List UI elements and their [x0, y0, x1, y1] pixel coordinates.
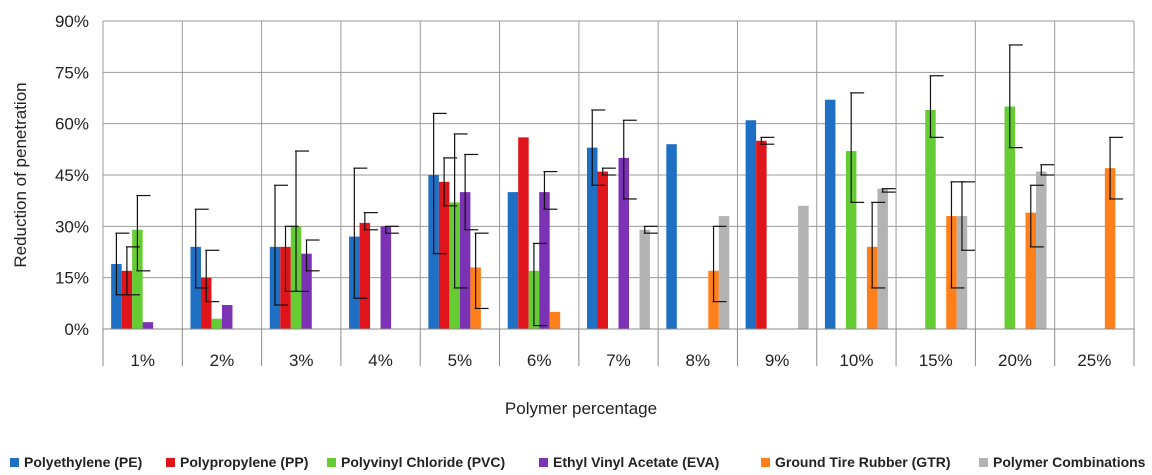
bar	[518, 137, 529, 329]
bar	[666, 144, 677, 329]
bar	[845, 151, 857, 329]
bar	[380, 226, 392, 329]
bar	[597, 171, 608, 329]
legend-swatch	[10, 458, 19, 467]
y-tick-label: 30%	[55, 217, 89, 236]
bar	[639, 229, 650, 329]
bar	[359, 222, 371, 329]
legend-label: Polyethylene (PE)	[24, 454, 142, 470]
bar	[1025, 212, 1037, 329]
bar	[877, 188, 888, 329]
x-tick-label: 2%	[210, 351, 235, 370]
x-tick-label: 5%	[448, 351, 473, 370]
y-tick-label: 45%	[55, 166, 89, 185]
bar	[438, 181, 450, 329]
y-tick-label: 15%	[55, 269, 89, 288]
bar	[200, 277, 212, 329]
bar	[211, 318, 222, 329]
y-tick-label: 0%	[64, 320, 89, 339]
x-tick-label: 15%	[919, 351, 953, 370]
legend-swatch	[761, 458, 770, 467]
bar	[142, 322, 154, 329]
bar	[1104, 168, 1116, 329]
bar	[539, 192, 550, 329]
bar	[798, 205, 809, 329]
y-tick-label: 75%	[55, 63, 89, 82]
axes: 0% 15% 30% 45% 60% 75% 90% 1% 2% 3% 4% 5% 6% 7% 8% 9% 10…	[55, 12, 1135, 370]
x-tick-label: 8%	[686, 351, 711, 370]
x-tick-label: 7%	[606, 351, 631, 370]
x-tick-label: 6%	[527, 351, 552, 370]
legend-label: Ground Tire Rubber (GTR)	[775, 454, 951, 470]
bar	[824, 99, 836, 329]
bar	[956, 216, 968, 329]
legend-swatch	[539, 458, 548, 467]
bar	[1036, 171, 1047, 329]
bar	[587, 147, 598, 329]
bar	[925, 109, 936, 329]
legend-label: Polymer Combinations	[993, 454, 1146, 470]
x-tick-label: 25%	[1077, 351, 1111, 370]
y-tick-label: 90%	[55, 12, 89, 31]
bar	[132, 229, 143, 329]
y-axis-title: Reduction of penetration	[11, 82, 30, 267]
bar	[507, 192, 519, 329]
x-tick-label: 1%	[130, 351, 155, 370]
bar	[221, 305, 233, 329]
x-axis-title: Polymer percentage	[505, 399, 657, 418]
bar	[459, 192, 471, 329]
legend-label: Polyvinyl Chloride (PVC)	[341, 454, 505, 470]
grid	[102, 20, 1135, 330]
legend: Polyethylene (PE) Polypropylene (PP) Polyv…	[10, 454, 1146, 470]
x-tick-label: 3%	[289, 351, 314, 370]
legend-swatch	[327, 458, 336, 467]
bar	[618, 157, 629, 329]
legend-label: Ethyl Vinyl Acetate (EVA)	[553, 454, 719, 470]
legend-label: Polypropylene (PP)	[180, 454, 308, 470]
x-tick-label: 4%	[368, 351, 393, 370]
legend-swatch	[166, 458, 175, 467]
y-tick-label: 60%	[55, 115, 89, 134]
bar	[111, 263, 122, 329]
bar	[718, 216, 730, 329]
x-tick-label: 9%	[765, 351, 790, 370]
bar	[1004, 106, 1016, 329]
bar	[756, 140, 767, 329]
x-tick-label: 20%	[998, 351, 1032, 370]
error-bars	[115, 44, 1124, 327]
legend-swatch	[979, 458, 988, 467]
bar	[549, 311, 561, 329]
x-tick-label: 10%	[839, 351, 873, 370]
bar	[745, 120, 757, 329]
bar	[121, 270, 133, 329]
